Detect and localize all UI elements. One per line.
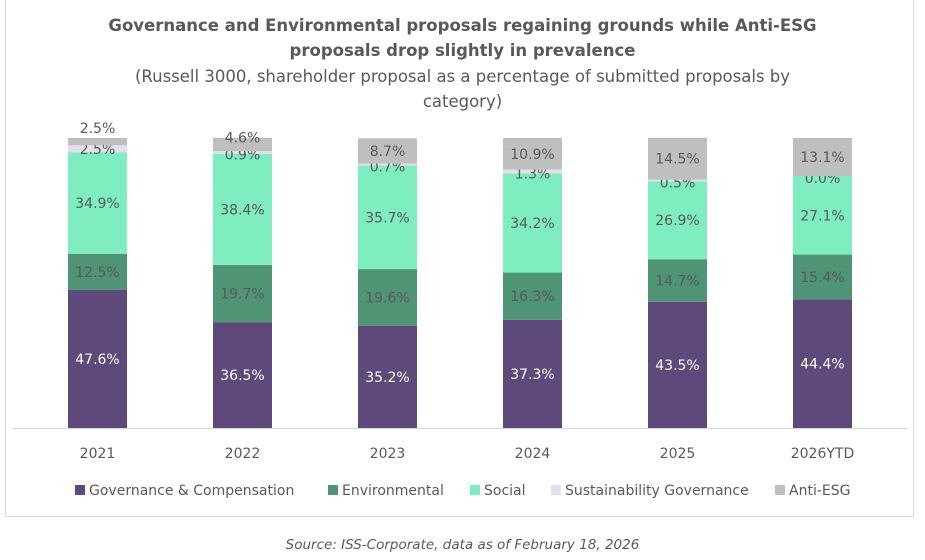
data-label: 36.5% <box>220 368 264 384</box>
data-label: 43.5% <box>655 358 699 374</box>
data-label: 34.2% <box>510 216 554 232</box>
bar-segment <box>503 173 562 273</box>
bar-segment <box>793 299 852 428</box>
data-label: 2.5% <box>80 121 116 137</box>
data-label: 2.5% <box>80 142 116 158</box>
legend-swatch <box>328 485 338 495</box>
bar-segment <box>793 175 852 255</box>
bar-segment <box>358 325 417 428</box>
data-label: 44.4% <box>800 357 844 373</box>
data-label: 35.2% <box>365 370 409 386</box>
data-label: 14.5% <box>655 152 699 168</box>
bar-segment <box>213 151 272 154</box>
bar-segment <box>213 153 272 266</box>
bar-segment <box>648 137 707 180</box>
data-label: 0.9% <box>225 147 261 163</box>
bar-segment <box>793 254 852 300</box>
data-label: 0.7% <box>370 160 406 176</box>
bar-segment <box>503 272 562 320</box>
chart-frame <box>5 0 914 517</box>
chart-title-line-2: proposals drop slightly in prevalence <box>289 41 636 60</box>
data-label: 37.3% <box>510 367 554 383</box>
bar-segment <box>793 138 852 176</box>
x-tick-label: 2021 <box>80 446 116 462</box>
bar-segment <box>648 181 707 260</box>
bar-segment <box>358 269 417 326</box>
legend-label: Environmental <box>342 483 444 499</box>
bar-segment <box>68 152 127 254</box>
data-label: 4.6% <box>225 130 261 146</box>
legend-label: Social <box>484 483 526 499</box>
x-tick-label: 2022 <box>225 446 261 462</box>
data-label: 35.7% <box>365 210 409 226</box>
legend-label: Anti-ESG <box>789 483 850 499</box>
data-label: 10.9% <box>510 147 554 163</box>
legend-swatch <box>470 485 480 495</box>
legend-swatch <box>75 485 85 495</box>
bar-segment <box>68 253 127 290</box>
bar-segment <box>648 179 707 182</box>
bar-segment <box>213 137 272 152</box>
source-note: Source: ISS-Corporate, data as of Februa… <box>285 537 640 553</box>
bar-segment <box>648 301 707 428</box>
bar-segment <box>68 138 127 146</box>
data-label: 14.7% <box>655 274 699 290</box>
x-tick-label: 2026YTD <box>791 446 855 462</box>
chart-title-line-1: Governance and Environmental proposals r… <box>108 16 817 35</box>
data-label: 47.6% <box>75 352 119 368</box>
data-label: 34.9% <box>75 196 119 212</box>
bar-segment <box>358 138 417 164</box>
bar-segment <box>503 138 562 170</box>
data-label: 13.1% <box>800 150 844 166</box>
bar-segment <box>213 322 272 428</box>
legend-label: Sustainability Governance <box>565 483 749 499</box>
bar-segment <box>503 169 562 174</box>
data-label: 1.3% <box>515 166 551 182</box>
data-label: 19.6% <box>365 291 409 307</box>
bar-segment <box>648 259 707 302</box>
x-tick-label: 2024 <box>515 446 551 462</box>
x-tick-label: 2025 <box>660 446 696 462</box>
legend-swatch <box>775 485 785 495</box>
bar-segment <box>68 145 127 153</box>
bar-segment <box>358 163 417 166</box>
data-label: 15.4% <box>800 270 844 286</box>
data-label: 12.5% <box>75 265 119 281</box>
data-label: 38.4% <box>220 202 264 218</box>
chart-subtitle-line-1: (Russell 3000, shareholder proposal as a… <box>134 67 791 86</box>
chart-subtitle-line-2: category) <box>422 92 503 111</box>
legend-label: Governance & Compensation <box>89 483 294 499</box>
x-tick-label: 2023 <box>370 446 406 462</box>
data-label: 26.9% <box>655 213 699 229</box>
bar-segment <box>358 165 417 270</box>
bar-segment <box>213 265 272 323</box>
data-label: 16.3% <box>510 289 554 305</box>
data-label: 8.7% <box>370 144 406 160</box>
bar-segment <box>503 319 562 428</box>
bar-segment <box>68 289 127 428</box>
legend-swatch <box>551 485 561 495</box>
data-label: 27.1% <box>800 208 844 224</box>
data-label: 19.7% <box>220 287 264 303</box>
stacked-bar-chart: 47.6% 12.5% 34.9% 2.5% 2.5% 2021 36.5% 19.7% 38.… <box>12 121 908 499</box>
